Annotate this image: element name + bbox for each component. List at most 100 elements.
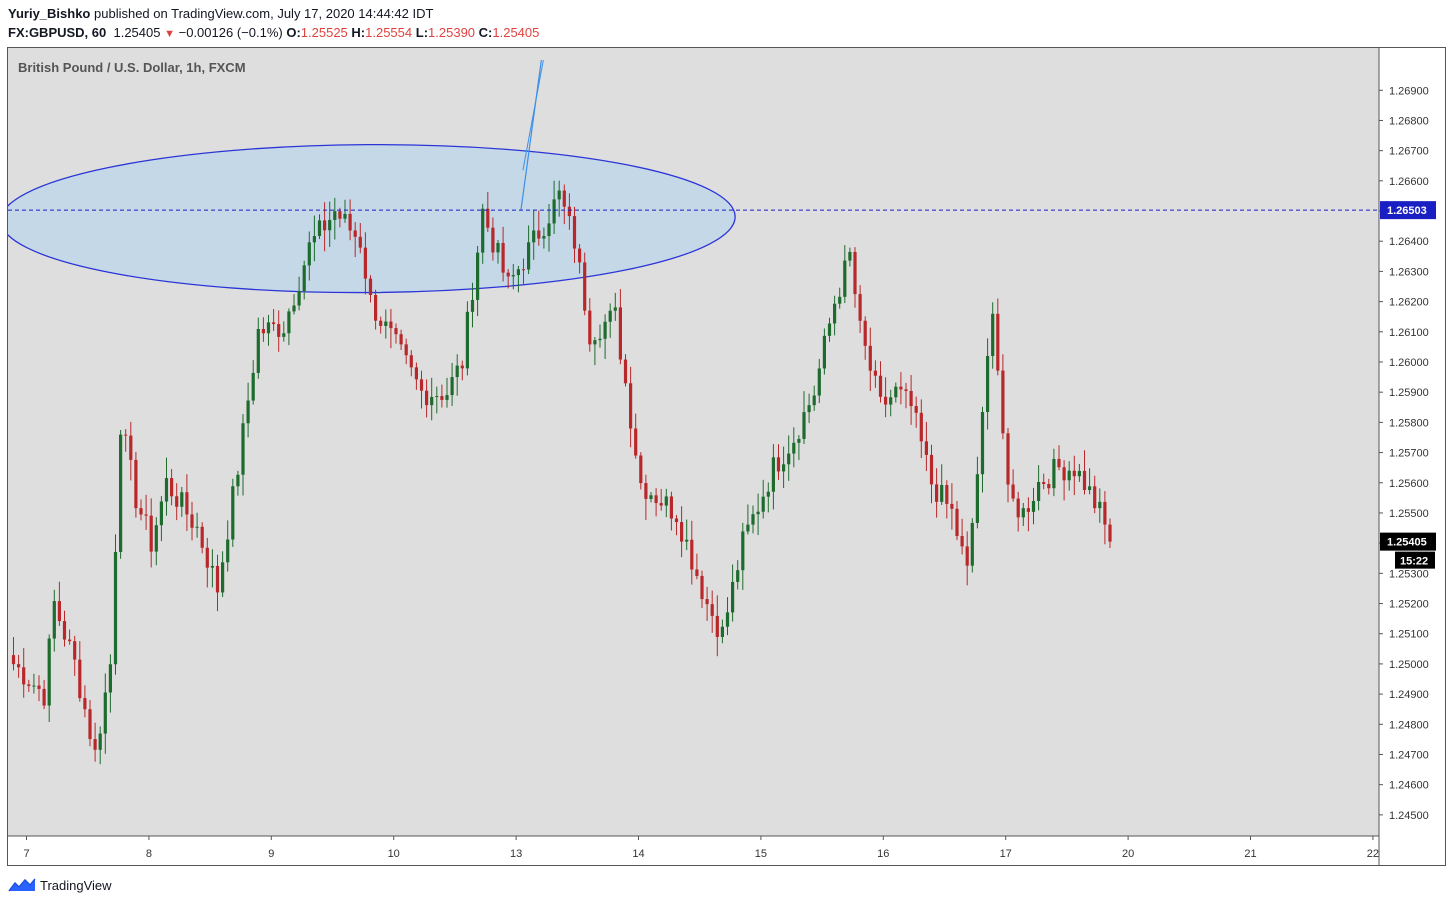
time-tick-label: 13 xyxy=(510,848,522,860)
candle-body xyxy=(797,438,801,443)
time-axis[interactable]: 7 8 9 10 13 14 15 16 17 20 21 22 xyxy=(23,836,1379,860)
candle-body xyxy=(904,389,908,391)
symbol-label: FX:GBPUSD, 60 xyxy=(8,25,107,40)
candle-body xyxy=(919,412,923,442)
candle-body xyxy=(542,236,546,239)
candle-body xyxy=(710,604,714,616)
candle-body xyxy=(945,485,949,504)
candle-body xyxy=(297,290,301,306)
high-value: 1.25554 xyxy=(365,25,413,40)
candle-body xyxy=(68,639,72,642)
price-chart[interactable]: 1.269001.268001.267001.266001.265001.264… xyxy=(0,48,1445,865)
candle-body xyxy=(1026,508,1030,512)
price-tick-label: 1.25600 xyxy=(1389,478,1429,490)
candle-body xyxy=(562,190,566,207)
last-price: 1.25405 xyxy=(113,25,161,40)
time-tick-label: 22 xyxy=(1367,848,1379,860)
candle-body xyxy=(965,546,969,566)
candle-body xyxy=(674,518,679,523)
candle-body xyxy=(374,295,378,321)
price-tick-label: 1.24700 xyxy=(1389,749,1429,761)
candle-body xyxy=(807,405,811,413)
price-axis[interactable]: 1.269001.268001.267001.266001.265001.264… xyxy=(1379,85,1429,822)
candle-body xyxy=(409,355,413,368)
candle-body xyxy=(588,310,592,345)
candle-body xyxy=(771,457,775,492)
candle-body xyxy=(73,641,77,660)
candle-body xyxy=(649,495,653,499)
candle-body xyxy=(445,395,449,400)
candle-body xyxy=(878,375,883,397)
candle-body xyxy=(776,457,781,472)
candle-body xyxy=(680,522,684,542)
price-tick-label: 1.26400 xyxy=(1389,236,1429,248)
candle-body xyxy=(991,313,995,356)
candle-body xyxy=(894,386,898,398)
price-tick-label: 1.26100 xyxy=(1389,327,1429,339)
candle-body xyxy=(782,464,786,472)
author-name[interactable]: Yuriy_Bishko xyxy=(8,6,91,21)
candle-body xyxy=(27,684,31,686)
candle-body xyxy=(379,320,383,326)
candle-body xyxy=(715,615,719,638)
price-tick-label: 1.25300 xyxy=(1389,568,1429,580)
candle-body xyxy=(1031,500,1036,512)
candle-body xyxy=(1077,470,1081,477)
candle-body xyxy=(221,562,225,593)
candle-body xyxy=(1098,501,1102,509)
time-tick-label: 16 xyxy=(877,848,889,860)
candle-body xyxy=(394,328,398,335)
candle-body xyxy=(154,525,158,552)
ohlc-line: FX:GBPUSD, 60 1.25405 ▼ −0.00126 (−0.1%)… xyxy=(8,25,539,40)
candle-body xyxy=(470,299,475,312)
candle-body xyxy=(1082,470,1087,491)
candle-body xyxy=(827,323,832,336)
footer-brand[interactable]: TradingView xyxy=(8,877,112,893)
candle-body xyxy=(83,698,87,710)
candle-body xyxy=(929,454,934,485)
candle-body xyxy=(613,307,617,311)
price-tick-label: 1.26200 xyxy=(1389,297,1429,309)
candle-body xyxy=(669,496,673,519)
candle-body xyxy=(521,269,526,271)
candle-body xyxy=(414,367,418,380)
price-tick-label: 1.25900 xyxy=(1389,387,1429,399)
price-tick-label: 1.24500 xyxy=(1389,810,1429,822)
time-tick-label: 21 xyxy=(1244,848,1256,860)
candle-body xyxy=(511,275,515,277)
trendline[interactable] xyxy=(520,59,542,211)
candle-body xyxy=(578,248,582,263)
candle-body xyxy=(404,344,408,356)
candle-body xyxy=(17,664,21,668)
candle-body xyxy=(78,659,82,699)
candle-body xyxy=(935,484,939,502)
candle-body xyxy=(272,322,276,325)
candle-body xyxy=(231,486,235,540)
candle-body xyxy=(430,396,434,406)
candle-body xyxy=(858,294,862,321)
candle-body xyxy=(1093,486,1097,509)
candle-body xyxy=(57,601,61,622)
candle-body xyxy=(333,211,337,220)
low-value: 1.25390 xyxy=(428,25,476,40)
candle-body xyxy=(1011,484,1015,499)
candle-body xyxy=(736,570,740,582)
candle-body xyxy=(516,269,520,276)
candle-body xyxy=(62,621,67,640)
trendline-second[interactable] xyxy=(522,59,544,171)
candle-body xyxy=(659,503,663,506)
candle-body xyxy=(634,428,638,456)
candle-body xyxy=(685,539,689,542)
candle-body xyxy=(1072,470,1076,477)
trendline-drawing[interactable] xyxy=(520,59,544,211)
candle-body xyxy=(817,368,821,396)
candle-body xyxy=(190,514,194,528)
time-tick-label: 10 xyxy=(388,848,400,860)
candle-body xyxy=(527,242,531,270)
candle-body xyxy=(353,230,357,237)
price-tick-label: 1.26000 xyxy=(1389,357,1429,369)
time-tick-label: 9 xyxy=(268,848,274,860)
candle-body xyxy=(1052,458,1056,489)
candle-body xyxy=(940,485,944,502)
candle-body xyxy=(1016,498,1020,518)
